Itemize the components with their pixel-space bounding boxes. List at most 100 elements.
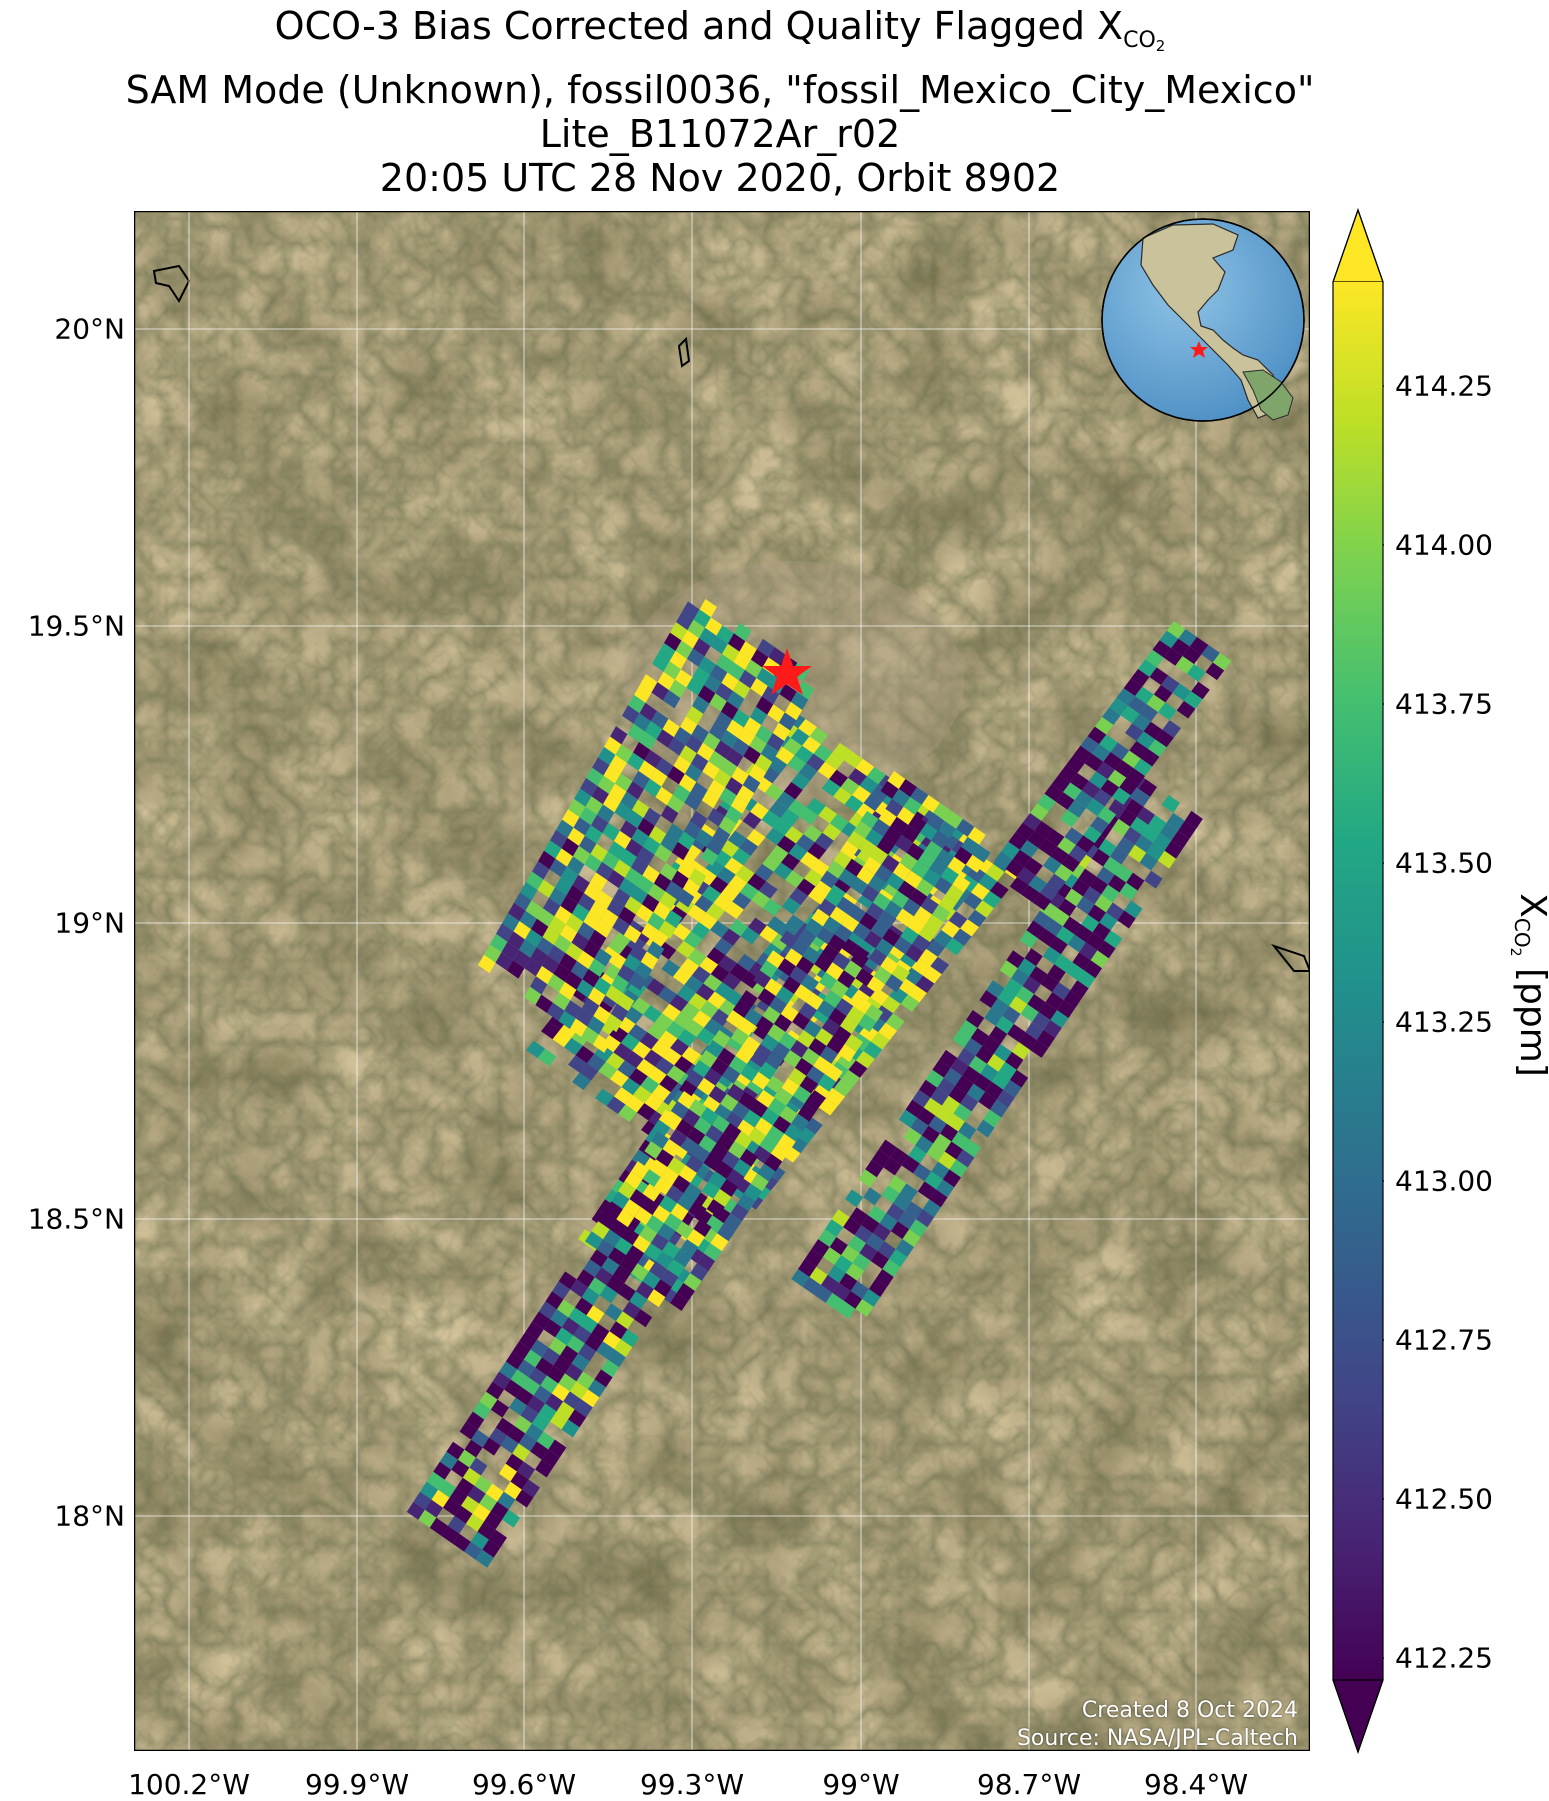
sounding-footprint — [677, 860, 695, 879]
sounding-footprint — [785, 870, 804, 888]
sounding-footprint — [739, 641, 757, 660]
sounding-footprint — [507, 1425, 526, 1444]
sounding-footprint — [754, 863, 774, 882]
sounding-footprint — [634, 961, 653, 981]
sounding-footprint — [777, 835, 796, 854]
sounding-footprint — [682, 1109, 701, 1127]
sounding-footprint — [747, 1127, 767, 1146]
sounding-footprint — [726, 690, 745, 710]
sounding-footprint — [750, 649, 769, 668]
sounding-footprint — [784, 701, 803, 721]
sounding-footprint — [1058, 765, 1078, 783]
sounding-footprint — [560, 895, 578, 914]
sounding-footprint — [604, 1201, 623, 1220]
credit-source: Source: NASA/JPL-Caltech — [1016, 1726, 1298, 1751]
sounding-footprint — [862, 1288, 881, 1307]
sounding-footprint — [1002, 1006, 1021, 1025]
sounding-footprint — [561, 1419, 580, 1438]
sounding-footprint — [838, 1044, 857, 1062]
sounding-footprint — [568, 1409, 587, 1428]
sounding-footprint — [706, 837, 725, 856]
sounding-footprint — [687, 619, 705, 639]
sounding-footprint — [942, 1169, 961, 1188]
sounding-footprint — [633, 713, 651, 732]
sounding-footprint — [707, 779, 726, 798]
sounding-footprint — [553, 1355, 572, 1374]
sounding-footprint — [866, 976, 886, 995]
sounding-footprint — [1136, 806, 1155, 825]
sounding-footprint — [714, 982, 734, 1000]
sounding-footprint — [613, 1087, 633, 1105]
sounding-footprint — [642, 836, 661, 855]
sounding-footprint — [700, 847, 719, 866]
sounding-footprint — [523, 1349, 542, 1368]
sounding-footprint — [543, 1319, 562, 1338]
sounding-footprint — [845, 1263, 865, 1281]
sounding-footprint — [762, 854, 782, 872]
sounding-footprint — [651, 1084, 671, 1102]
sounding-footprint — [1042, 946, 1061, 965]
sounding-footprint — [799, 807, 819, 825]
sounding-footprint — [677, 831, 696, 850]
sounding-footprint — [901, 824, 920, 843]
sounding-footprint — [788, 1091, 808, 1109]
sounding-footprint — [1106, 902, 1125, 921]
sounding-footprint — [863, 1041, 883, 1059]
sounding-footprint — [804, 918, 823, 937]
sounding-footprint — [735, 865, 755, 883]
sounding-footprint — [897, 880, 916, 899]
sounding-footprint — [605, 1052, 625, 1070]
sounding-footprint — [789, 966, 808, 985]
title-line-3: Lite_B11072Ar_r02 — [539, 112, 901, 156]
sounding-footprint — [952, 874, 971, 893]
sounding-footprint — [688, 868, 707, 887]
sounding-footprint — [655, 758, 674, 777]
sounding-footprint — [710, 1057, 729, 1076]
sounding-footprint — [726, 719, 744, 738]
sounding-footprint — [636, 1058, 656, 1077]
sounding-footprint — [907, 985, 927, 1003]
sounding-footprint — [762, 1006, 781, 1025]
sounding-footprint — [872, 1223, 891, 1242]
sounding-footprint — [1007, 1024, 1026, 1042]
sounding-footprint — [1055, 792, 1075, 810]
sounding-footprint — [670, 1101, 689, 1120]
sounding-footprint — [1103, 752, 1123, 770]
sounding-footprint — [1067, 800, 1087, 818]
sounding-footprint — [592, 757, 610, 776]
sounding-footprint — [1158, 702, 1177, 721]
sounding-footprint — [607, 1349, 626, 1368]
sounding-footprint — [566, 856, 585, 875]
sounding-footprint — [431, 1489, 450, 1508]
sounding-footprint — [775, 986, 795, 1005]
sounding-footprint — [674, 669, 693, 688]
sounding-footprint — [446, 1441, 465, 1460]
sounding-footprint — [684, 763, 703, 782]
sounding-footprint — [670, 1203, 689, 1222]
sounding-footprint — [602, 1331, 621, 1350]
sounding-footprint — [541, 1449, 560, 1468]
sounding-footprint — [1171, 830, 1190, 849]
sounding-footprint — [730, 1203, 749, 1222]
sounding-footprint — [632, 742, 651, 761]
sounding-footprint — [864, 1004, 884, 1023]
sounding-footprint — [670, 622, 688, 641]
sounding-footprint — [1097, 806, 1117, 825]
sounding-footprint — [1166, 621, 1186, 639]
sounding-footprint — [725, 748, 744, 767]
sounding-footprint — [742, 811, 762, 830]
sounding-footprint — [639, 702, 657, 722]
sounding-footprint — [605, 984, 623, 1004]
sounding-footprint — [876, 836, 895, 855]
sounding-footprint — [616, 992, 635, 1012]
sounding-footprint — [1067, 934, 1086, 953]
sounding-footprint — [779, 683, 797, 702]
sounding-footprint — [1123, 826, 1142, 845]
sounding-footprint — [760, 743, 779, 762]
sounding-footprint — [814, 832, 834, 851]
sounding-footprint — [870, 987, 890, 1006]
sounding-footprint — [662, 690, 681, 709]
sounding-footprint — [922, 966, 942, 984]
sounding-footprint — [824, 1063, 843, 1082]
sounding-footprint — [684, 975, 704, 993]
